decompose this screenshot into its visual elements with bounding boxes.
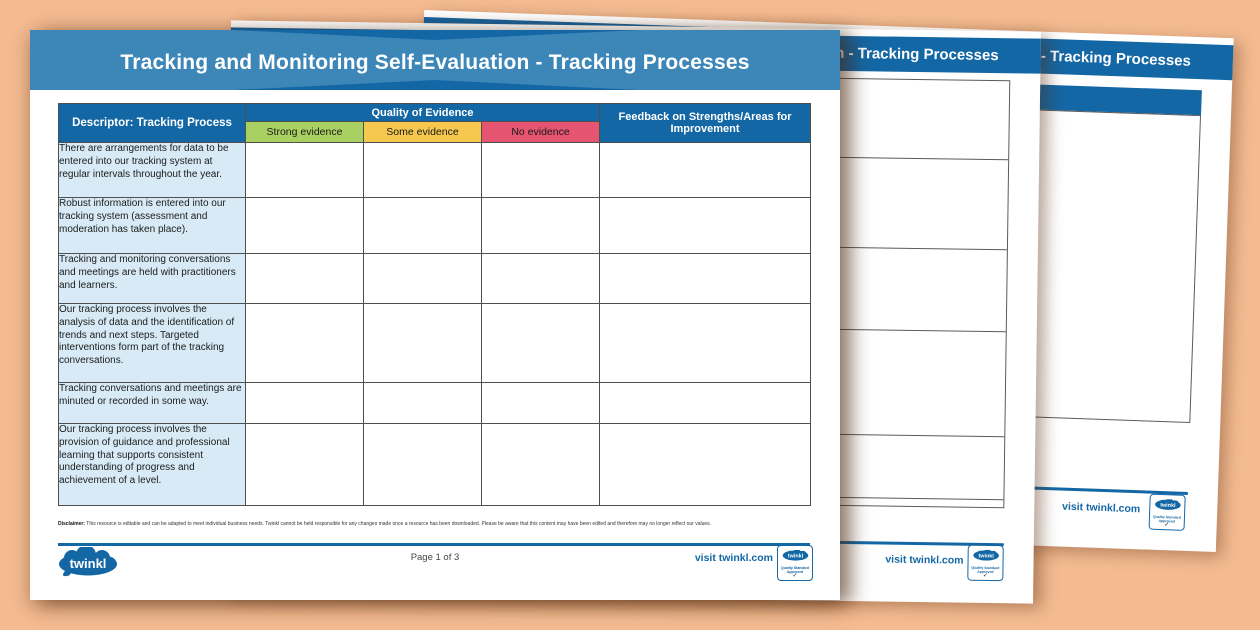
no-evidence-cell [480,142,601,198]
some-evidence-cell [363,142,482,198]
svg-text:twinkl: twinkl [70,556,107,571]
strong-evidence-cell [245,253,364,304]
strong-evidence-cell [245,142,364,198]
some-evidence-cell [363,197,482,254]
descriptor-cell: There are arrangements for data to be en… [58,142,246,198]
descriptor-column-header: Descriptor: Tracking Process [58,103,246,143]
feedback-cell [599,197,812,254]
no-evidence-cell [480,303,601,383]
visit-twinkl-link[interactable]: visit twinkl.com [694,552,773,564]
feedback-column-header: Feedback on Strengths/Areas for Improvem… [599,103,812,143]
twinkl-logo: twinkl [59,547,117,577]
descriptor-cell: Our tracking process involves the analys… [58,303,246,383]
feedback-cell [599,423,812,506]
feedback-cell [599,303,812,383]
disclaimer-text: This resource is editable and can be ada… [86,521,712,527]
disclaimer-label: Disclaimer: [58,521,85,527]
page-2-quality-badge: twinkl Quality Standard Approved ✓ [967,544,1004,582]
badge-check-icon: ✓ [1164,522,1170,529]
saltire-pattern [30,30,840,90]
strong-evidence-cell [245,423,364,506]
badge-approved-label: Approved [786,570,804,574]
table-row: Tracking conversations and meetings are … [58,382,812,424]
twinkl-badge-cloud-icon: twinkl [1154,498,1181,510]
descriptor-cell: Our tracking process involves the provis… [58,423,246,506]
feedback-cell [599,382,812,424]
quality-badge: twinkl Quality Standard Approved ✓ [777,545,813,581]
descriptor-cell: Robust information is entered into our t… [58,197,246,254]
page-1: Tracking and Monitoring Self-Evaluation … [30,30,840,600]
page-1-header-banner: Tracking and Monitoring Self-Evaluation … [30,30,840,90]
page-3-preview: ation - Tracking Processes visit twinkl.… [406,10,1234,552]
svg-text:twinkl: twinkl [787,554,803,560]
some-evidence-cell [363,253,482,304]
no-evidence-cell [480,253,601,304]
page-title: Tracking and Monitoring Self-Evaluation … [120,51,750,74]
feedback-cell [599,142,812,198]
descriptor-cell: Tracking and monitoring conversations an… [58,253,246,304]
table-row: Our tracking process involves the provis… [58,423,812,506]
quality-of-evidence-header: Quality of Evidence [244,103,601,122]
badge-quality-standard-label: Quality Standard [780,566,809,570]
some-evidence-cell [363,382,482,424]
no-evidence-cell [480,423,601,506]
no-evidence-cell [480,197,601,254]
table-row: Tracking and monitoring conversations an… [58,253,812,304]
twinkl-badge-cloud-icon: twinkl [782,549,808,561]
footer-divider [58,543,810,546]
twinkl-badge-cloud-icon: twinkl [972,549,999,561]
disclaimer: Disclaimer: This resource is editable an… [58,521,810,527]
descriptor-cell: Tracking conversations and meetings are … [58,382,246,424]
page-indicator: Page 1 of 3 [410,552,460,563]
table-row: Robust information is entered into our t… [58,197,812,254]
no-evidence-cell [480,382,601,424]
some-evidence-header: Some evidence [363,121,482,143]
page-3-quality-badge: twinkl Quality Standard Approved ✓ [1148,493,1186,531]
page-3-visit-link[interactable]: visit twinkl.com [1061,500,1141,516]
table-row: There are arrangements for data to be en… [58,142,812,198]
table-row: Our tracking process involves the analys… [58,303,812,383]
page-2-visit-link[interactable]: visit twinkl.com [885,553,964,567]
feedback-cell [599,253,812,304]
badge-check-icon: ✓ [982,572,988,579]
strong-evidence-header: Strong evidence [245,121,364,143]
no-evidence-header: No evidence [480,121,601,143]
svg-text:twinkl: twinkl [1160,503,1176,510]
self-evaluation-table: Descriptor: Tracking Process Quality of … [58,103,812,506]
some-evidence-cell [363,423,482,506]
strong-evidence-cell [245,382,364,424]
badge-check-icon: ✓ [792,573,798,579]
page-2-preview: ation - Tracking Processes visit twinkl.… [223,20,1041,604]
some-evidence-cell [363,303,482,383]
svg-text:twinkl: twinkl [978,553,994,559]
strong-evidence-cell [245,303,364,383]
strong-evidence-cell [245,197,364,254]
